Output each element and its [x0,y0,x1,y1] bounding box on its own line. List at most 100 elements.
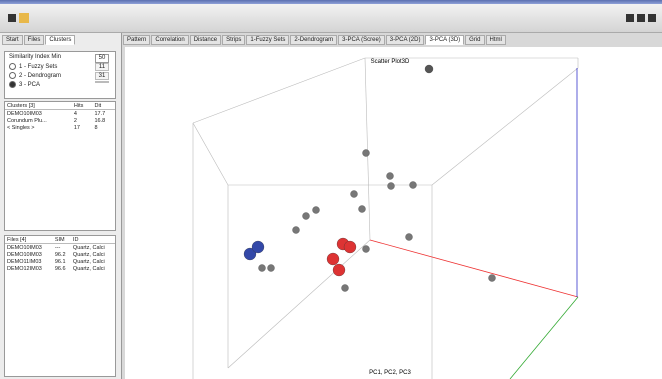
mode-value [95,81,109,84]
menu-icon[interactable] [8,14,16,22]
table-row[interactable]: DEMO10IM03 96.2 Quartz, Calci [5,251,115,258]
clusters-table: Clusters [3] Hits Dit DEMO10IM03 4 17.7 Corund… [4,101,116,231]
top-tab[interactable]: 3-PCA (3D) [425,35,465,45]
similarity-spinner[interactable]: 50 [95,54,109,63]
table-row[interactable]: < Singles > 17 8 [5,124,115,131]
header-cell: SIM [54,236,65,243]
top-tab[interactable]: Pattern [123,35,151,45]
top-tab[interactable]: 3-PCA (2D) [385,35,425,45]
point [362,245,370,253]
header-cell: Dit [94,102,102,109]
plot-background [125,47,662,379]
table-cell: DEMO10IM03 [7,244,42,251]
table-cell: 96.6 [54,265,66,272]
table-cell: DEMO11IM03 [7,258,42,265]
top-tab[interactable]: Correlation [151,35,189,45]
top-tab[interactable]: 3-PCA (Scree) [338,35,385,45]
mode-option[interactable]: 1 - Fuzzy Sets 11 [5,62,115,71]
point [343,240,357,254]
top-tab[interactable]: Html [485,35,506,45]
header-cell: ID [72,236,79,243]
plot-3d: Scatter Plot3D PC1, PC2, PC3 [125,47,662,379]
point [405,233,413,241]
table-cell: 2 [73,117,77,124]
point [358,205,366,213]
table-cell: --- [54,244,61,251]
mode-list: 1 - Fuzzy Sets 11 2 - Dendrogram 31 3 - PCA [5,62,115,89]
table-row[interactable]: DEMO10IM03 4 17.7 [5,110,115,118]
points [243,64,496,292]
top-tab[interactable]: Grid [465,35,485,45]
table-cell: Quartz, Calci [72,265,105,272]
table-cell: 8 [94,124,98,131]
right-panel: Pattern Correlation Distance Strips 1-Fuzzy … [123,33,662,379]
table-cell: DEMO10IM03 [7,110,42,117]
folder-icon[interactable] [19,13,29,23]
left-tab[interactable]: Files [23,35,45,45]
box-lines [192,57,579,379]
files-table: Files [4] SIM ID DEMO10IM03 --- Quartz, Calci… [4,235,116,377]
point [424,64,434,74]
left-tab[interactable]: Clusters [45,35,76,45]
point [386,172,394,180]
header-cell: Files [4] [7,236,27,243]
table-cell: Quartz, Calci [72,244,105,251]
point [488,274,496,282]
mode-option[interactable]: 3 - PCA [5,80,115,89]
header-cell: Hits [73,102,84,109]
table-cell: 17 [73,124,80,131]
left-tab[interactable]: Start [2,35,23,45]
mode-option[interactable]: 2 - Dendrogram 31 [5,71,115,81]
header-row: Clusters [3] Hits Dit [5,102,115,110]
mode-label: 2 - Dendrogram [19,73,62,80]
header-row: Files [4] SIM ID [5,236,115,244]
table-row[interactable]: DEMO10IM03 --- Quartz, Calci [5,244,115,252]
table-cell: DEMO12IM03 [7,265,42,272]
table-cell: Quartz, Calci [72,251,105,258]
plot-title: Scatter Plot3D [371,59,410,65]
header-cell: Clusters [3] [7,102,35,109]
table-row[interactable]: DEMO12IM03 96.6 Quartz, Calci [5,265,115,272]
table-cell: 96.2 [54,251,66,258]
table-row[interactable]: DEMO11IM03 96.1 Quartz, Calci [5,258,115,265]
point [341,284,349,292]
table-cell: DEMO10IM03 [7,251,42,258]
top-tabs: Pattern Correlation Distance Strips 1-Fuzzy … [123,33,662,47]
radio[interactable] [9,72,16,80]
point [350,190,358,198]
minimize-button[interactable] [626,14,634,22]
table-cell: Quartz, Calci [72,258,105,265]
point [243,247,257,261]
radio[interactable] [9,63,16,70]
mode-label: 3 - PCA [19,82,41,89]
table-cell: 96.1 [54,258,66,265]
table-cell: < Singles > [7,124,35,131]
point [251,240,265,254]
top-strip [0,0,662,4]
maximize-button[interactable] [637,14,645,22]
axes [369,68,579,379]
table-cell: Corundum Plu... [7,117,47,124]
point [387,182,395,190]
top-tab[interactable]: 2-Dendrogram [290,35,338,45]
left-tabs: Start Files Clusters [0,33,121,47]
top-tab[interactable]: Strips [222,35,246,45]
top-tab[interactable]: 1-Fuzzy Sets [246,35,290,45]
mode-value: 31 [95,72,109,81]
axes-label: PC1, PC2, PC3 [369,370,411,376]
point [326,252,340,266]
point [302,212,310,220]
top-tab[interactable]: Distance [189,35,222,45]
radio[interactable] [9,81,16,89]
table-cell: 16.8 [94,117,106,124]
point [267,264,275,272]
table-row[interactable]: Corundum Plu... 2 16.8 [5,117,115,124]
mode-box: Similarity Index Min 50 1 - Fuzzy Sets 11… [4,51,116,99]
point [292,226,300,234]
similarity-label: Similarity Index Min [9,54,62,60]
point [362,149,370,157]
title-bar [0,4,662,33]
close-button[interactable] [648,14,656,22]
point [312,206,320,214]
